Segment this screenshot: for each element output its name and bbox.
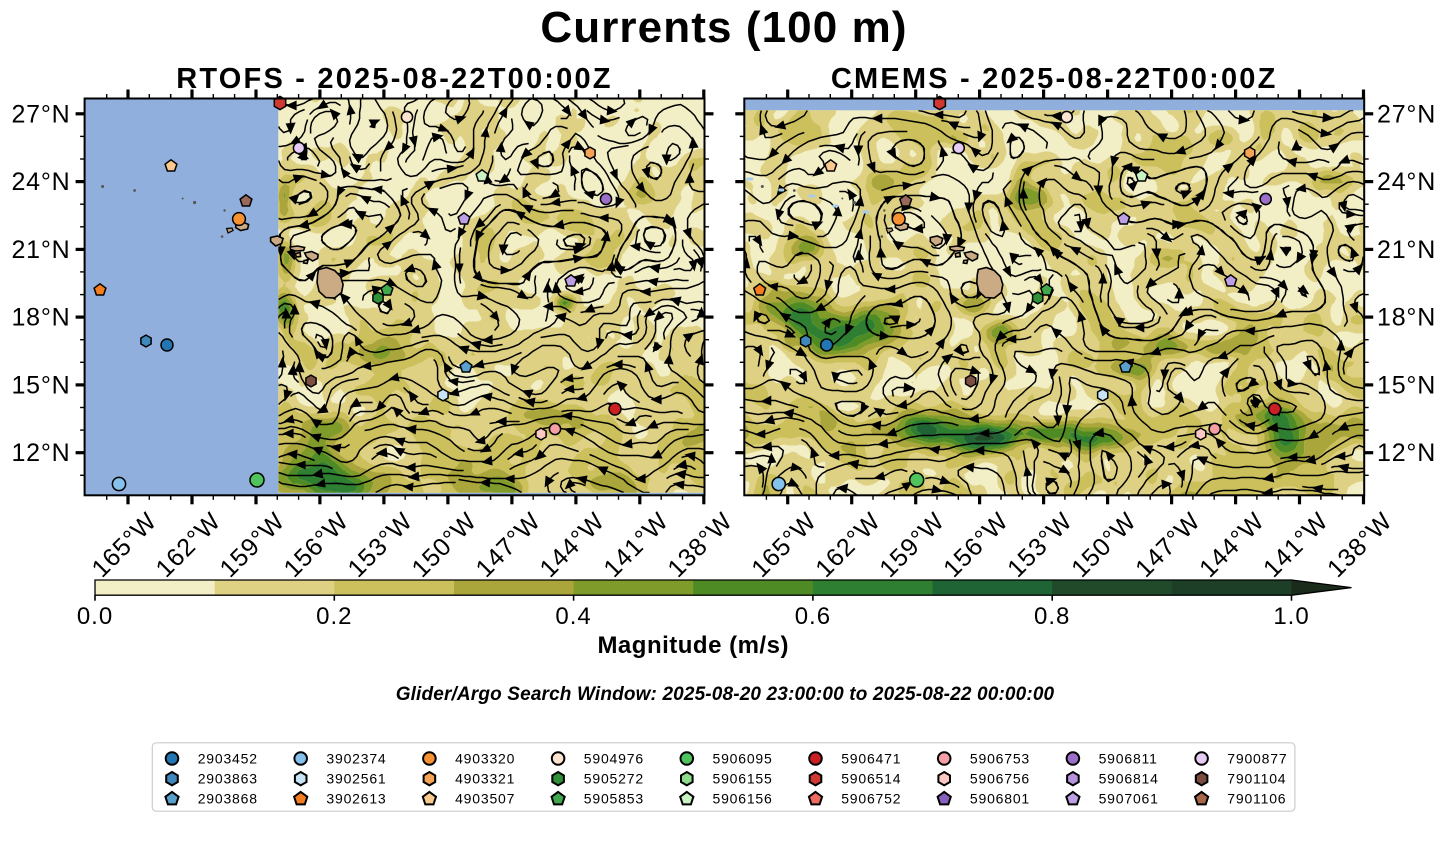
svg-text:5905272: 5905272 [584, 771, 644, 787]
svg-text:5906514: 5906514 [841, 771, 901, 787]
svg-text:15°N: 15°N [1377, 371, 1436, 399]
svg-text:5906156: 5906156 [713, 791, 773, 807]
svg-text:21°N: 21°N [1377, 236, 1436, 264]
svg-text:0.4: 0.4 [555, 603, 591, 630]
svg-text:5907061: 5907061 [1099, 791, 1159, 807]
svg-text:2903863: 2903863 [198, 771, 258, 787]
svg-text:12°N: 12°N [1377, 439, 1436, 467]
svg-text:7901106: 7901106 [1227, 791, 1286, 807]
svg-text:18°N: 18°N [1377, 304, 1436, 332]
svg-text:12°N: 12°N [11, 439, 70, 467]
svg-text:18°N: 18°N [11, 304, 70, 332]
svg-text:3902561: 3902561 [326, 771, 386, 787]
svg-text:RTOFS - 2025-08-22T00:00Z: RTOFS - 2025-08-22T00:00Z [176, 63, 612, 95]
svg-text:5904976: 5904976 [584, 750, 644, 766]
svg-text:0.8: 0.8 [1034, 603, 1070, 630]
svg-text:5906471: 5906471 [841, 750, 901, 766]
svg-text:2903452: 2903452 [198, 750, 258, 766]
svg-text:5906752: 5906752 [841, 791, 901, 807]
svg-text:27°N: 27°N [11, 100, 70, 128]
svg-text:24°N: 24°N [1377, 168, 1436, 196]
svg-text:Glider/Argo Search Window: 202: Glider/Argo Search Window: 2025-08-20 23… [396, 684, 1055, 705]
svg-text:5906811: 5906811 [1099, 750, 1158, 766]
svg-text:5906801: 5906801 [970, 791, 1030, 807]
svg-text:5906155: 5906155 [713, 771, 773, 787]
svg-text:0.2: 0.2 [316, 603, 352, 630]
svg-text:24°N: 24°N [11, 168, 70, 196]
svg-text:5906756: 5906756 [970, 771, 1030, 787]
svg-text:3902374: 3902374 [326, 750, 386, 766]
svg-text:Magnitude (m/s): Magnitude (m/s) [597, 632, 789, 659]
svg-text:5906753: 5906753 [970, 750, 1030, 766]
svg-text:21°N: 21°N [11, 236, 70, 264]
svg-text:0.6: 0.6 [795, 603, 831, 630]
svg-text:4903321: 4903321 [455, 771, 515, 787]
svg-text:5906814: 5906814 [1099, 771, 1159, 787]
svg-text:0.0: 0.0 [77, 603, 113, 630]
svg-text:5905853: 5905853 [584, 791, 644, 807]
svg-text:5906095: 5906095 [713, 750, 773, 766]
svg-text:4903320: 4903320 [455, 750, 515, 766]
svg-text:3902613: 3902613 [326, 791, 386, 807]
svg-text:15°N: 15°N [11, 371, 70, 399]
svg-text:27°N: 27°N [1377, 100, 1436, 128]
svg-text:7901104: 7901104 [1227, 771, 1286, 787]
svg-text:7900877: 7900877 [1227, 750, 1287, 766]
svg-text:Currents (100 m): Currents (100 m) [540, 3, 907, 52]
svg-text:2903868: 2903868 [198, 791, 258, 807]
svg-text:CMEMS - 2025-08-22T00:00Z: CMEMS - 2025-08-22T00:00Z [831, 63, 1278, 95]
svg-text:4903507: 4903507 [455, 791, 515, 807]
svg-text:1.0: 1.0 [1273, 603, 1309, 630]
